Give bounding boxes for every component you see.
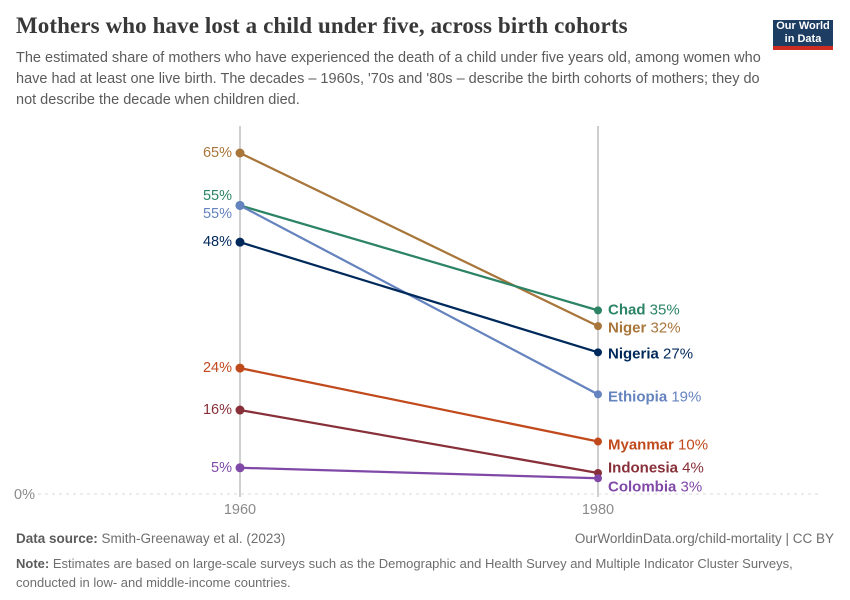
series-end-label-niger[interactable]: Niger 32% — [608, 320, 681, 337]
series-line-nigeria[interactable] — [239, 241, 599, 354]
data-point-myanmar-1960[interactable] — [235, 363, 245, 373]
start-value-label-ethiopia: 55% — [202, 206, 232, 223]
start-value-label-myanmar: 24% — [202, 360, 232, 377]
chart-subtitle: The estimated share of mothers who have … — [16, 49, 761, 108]
data-point-nigeria-1960[interactable] — [235, 237, 245, 247]
series-name-chad: Chad — [608, 301, 646, 319]
series-line-ethiopia[interactable] — [239, 204, 599, 396]
data-source-label: Data source: — [16, 531, 98, 546]
data-point-indonesia-1960[interactable] — [235, 405, 245, 415]
end-value-myanmar: 10% — [673, 436, 709, 454]
data-point-colombia-1980[interactable] — [594, 474, 602, 483]
chart-header: Mothers who have lost a child under five… — [16, 12, 766, 111]
data-point-colombia-1960[interactable] — [235, 463, 245, 473]
series-end-label-ethiopia[interactable]: Ethiopia 19% — [608, 389, 701, 406]
series-name-myanmar: Myanmar — [608, 436, 674, 454]
owid-logo: Our World in Data — [773, 20, 833, 50]
end-value-chad: 35% — [645, 301, 680, 319]
data-point-niger-1960[interactable] — [235, 148, 245, 158]
start-value-label-niger: 65% — [202, 145, 232, 161]
end-value-nigeria: 27% — [658, 345, 694, 363]
data-point-nigeria-1980[interactable] — [594, 348, 602, 357]
data-source: Data source: Smith-Greenaway et al. (202… — [16, 531, 285, 546]
series-name-nigeria: Nigeria — [608, 345, 659, 363]
start-value-label-indonesia: 16% — [202, 402, 232, 419]
end-value-colombia: 3% — [676, 478, 703, 496]
series-name-ethiopia: Ethiopia — [608, 388, 668, 406]
end-value-ethiopia: 19% — [667, 388, 702, 406]
start-value-label-nigeria: 48% — [202, 234, 232, 251]
data-point-chad-1980[interactable] — [594, 306, 602, 315]
series-line-colombia[interactable] — [239, 466, 599, 480]
series-end-label-colombia[interactable]: Colombia 3% — [608, 479, 702, 496]
end-value-niger: 32% — [646, 319, 681, 337]
logo-text-line2: in Data — [784, 33, 822, 45]
series-end-label-chad[interactable]: Chad 35% — [608, 302, 680, 319]
data-point-ethiopia-1960[interactable] — [235, 200, 245, 210]
x-tick-1960: 1960 — [223, 502, 257, 518]
start-value-label-chad: 55% — [202, 188, 232, 205]
data-point-chad-1960[interactable] — [235, 200, 245, 210]
series-line-niger[interactable] — [239, 151, 599, 328]
series-name-niger: Niger — [608, 319, 647, 337]
series-name-colombia: Colombia — [608, 478, 677, 496]
data-point-indonesia-1980[interactable] — [594, 469, 602, 478]
series-line-indonesia[interactable] — [239, 408, 599, 475]
logo-text-line1: Our World — [776, 20, 830, 33]
data-point-ethiopia-1980[interactable] — [594, 390, 602, 399]
chart-footer: Data source: Smith-Greenaway et al. (202… — [16, 531, 834, 593]
end-value-indonesia: 4% — [678, 459, 704, 477]
chart-note-text: Estimates are based on large-scale surve… — [16, 556, 793, 590]
x-tick-1980: 1980 — [581, 502, 615, 518]
series-line-chad[interactable] — [239, 204, 599, 312]
attribution-link[interactable]: OurWorldinData.org/child-mortality | CC … — [574, 531, 834, 546]
series-end-label-nigeria[interactable]: Nigeria 27% — [608, 346, 693, 363]
data-source-text: Smith-Greenaway et al. (2023) — [97, 531, 286, 546]
series-end-label-indonesia[interactable]: Indonesia 4% — [608, 460, 704, 477]
chart-note-label: Note: — [16, 556, 50, 571]
series-line-myanmar[interactable] — [239, 366, 599, 443]
series-name-indonesia: Indonesia — [608, 459, 679, 477]
chart-note: Note: Estimates are based on large-scale… — [16, 555, 796, 593]
series-end-label-myanmar[interactable]: Myanmar 10% — [608, 436, 708, 453]
data-point-myanmar-1980[interactable] — [594, 437, 602, 446]
start-value-label-colombia: 5% — [211, 459, 232, 476]
data-point-niger-1980[interactable] — [594, 322, 602, 331]
page-title: Mothers who have lost a child under five… — [16, 13, 628, 38]
y-axis-zero-label: 0% — [14, 487, 35, 503]
